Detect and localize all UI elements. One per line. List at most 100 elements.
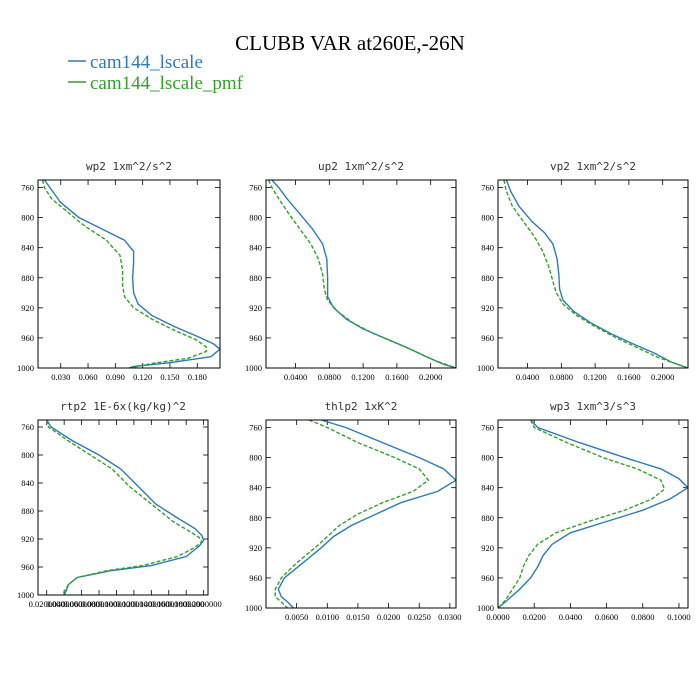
panel-title: up2 1xm^2/s^2 [318, 160, 404, 173]
panel-title: vp2 1xm^2/s^2 [550, 160, 636, 173]
x-tick-label: 0.120 [133, 372, 152, 382]
y-tick-label: 1000 [17, 590, 34, 600]
x-tick-label: 0.090 [106, 372, 125, 382]
y-tick-label: 760 [21, 422, 34, 432]
y-tick-label: 800 [249, 453, 262, 463]
series-line-lscale [277, 420, 456, 608]
x-tick-label: 0.150 [160, 372, 179, 382]
panel-3: vp2 1xm^2/s^2 760 800 840 880 920 960 1000 0.040… [477, 160, 689, 382]
legend: cam144_lscale cam144_lscale_pmf [68, 52, 244, 94]
y-tick-label: 760 [481, 423, 494, 433]
y-tick-label: 800 [481, 453, 494, 463]
series-line-lscale [498, 420, 688, 608]
x-tick-label: 0.0600 [595, 612, 618, 622]
series-line-lscale-pmf [503, 180, 688, 368]
x-tick-label: 0.180 [188, 372, 207, 382]
x-tick-label: 0.0800 [318, 372, 341, 382]
panels: wp2 1xm^2/s^2 760 800 840 880 920 960 1000 0.030… [17, 160, 691, 622]
x-tick-label: 0.0250 [408, 612, 431, 622]
y-tick-label: 760 [481, 183, 494, 193]
y-tick-label: 880 [481, 273, 494, 283]
y-tick-label: 920 [481, 543, 494, 553]
y-tick-label: 920 [249, 303, 262, 313]
y-tick-label: 880 [481, 513, 494, 523]
figure-title: CLUBB VAR at260E,-26N [235, 31, 465, 55]
y-tick-label: 840 [249, 243, 262, 253]
x-tick-label: 0.030 [51, 372, 70, 382]
y-tick-label: 800 [249, 213, 262, 223]
series-line-lscale [505, 180, 688, 368]
x-tick-label: 0.0400 [516, 372, 539, 382]
y-tick-label: 1000 [245, 363, 262, 373]
x-tick-label: 0.0400 [284, 372, 307, 382]
y-tick-label: 760 [21, 183, 34, 193]
y-tick-label: 960 [21, 562, 34, 572]
x-tick-label: 0.0800 [631, 612, 654, 622]
legend-label-lscale: cam144_lscale [90, 52, 203, 73]
x-tick-label: 0.0400000 [46, 599, 82, 609]
panel-5: thlp2 1xK^2 760 800 840 880 920 960 1000 0.0050 0… [245, 400, 462, 622]
x-tick-label: 0.0800000 [81, 599, 117, 609]
y-tick-label: 1000 [477, 603, 494, 613]
x-tick-label: 0.0600000 [64, 599, 100, 609]
legend-label-lscale-pmf: cam144_lscale_pmf [90, 73, 244, 94]
y-tick-label: 800 [21, 450, 34, 460]
plot-frame [497, 419, 689, 609]
y-tick-label: 840 [249, 483, 262, 493]
y-tick-label: 920 [21, 303, 34, 313]
x-tick-label: 0.1400000 [133, 599, 169, 609]
x-tick-label: 0.1600 [385, 372, 408, 382]
y-tick-label: 960 [249, 333, 262, 343]
y-tick-label: 880 [249, 273, 262, 283]
series-line-lscale-pmf [498, 420, 666, 608]
series-line-lscale [43, 180, 220, 368]
y-tick-label: 960 [481, 573, 494, 583]
y-tick-label: 960 [21, 333, 34, 343]
x-tick-label: 0.1000000 [98, 599, 134, 609]
x-tick-label: 0.1600000 [151, 599, 187, 609]
x-tick-label: 0.1200 [351, 372, 374, 382]
y-tick-label: 960 [481, 333, 494, 343]
x-tick-label: 0.0150 [346, 612, 369, 622]
series-line-lscale-pmf [267, 180, 456, 368]
x-tick-label: 0.0300 [438, 612, 461, 622]
y-tick-label: 800 [481, 213, 494, 223]
x-tick-label: 0.1000 [667, 612, 690, 622]
plot-frame [265, 419, 457, 609]
plot-frame [265, 179, 457, 369]
panel-title: wp3 1xm^3/s^3 [550, 400, 636, 413]
y-tick-label: 840 [481, 243, 494, 253]
x-tick-label: 0.0100 [316, 612, 339, 622]
plot-frame [497, 179, 689, 369]
y-tick-label: 920 [481, 303, 494, 313]
x-tick-label: 0.2000000 [186, 599, 222, 609]
y-tick-label: 880 [21, 506, 34, 516]
y-tick-label: 880 [21, 273, 34, 283]
x-tick-label: 0.1200 [583, 372, 606, 382]
y-tick-label: 840 [21, 243, 34, 253]
y-tick-label: 1000 [17, 363, 34, 373]
x-tick-label: 0.0800 [550, 372, 573, 382]
series-line-lscale-pmf [46, 420, 203, 595]
plot-frame [37, 419, 209, 596]
x-tick-label: 0.2000 [419, 372, 442, 382]
y-tick-label: 1000 [477, 363, 494, 373]
panel-title: wp2 1xm^2/s^2 [86, 160, 172, 173]
series-line-lscale-pmf [41, 180, 207, 368]
x-tick-label: 0.0200 [523, 612, 546, 622]
x-tick-label: 0.1800000 [168, 599, 204, 609]
x-tick-label: 0.060 [78, 372, 97, 382]
panel-title: rtp2 1E-6x(kg/kg)^2 [60, 400, 186, 413]
y-tick-label: 1000 [245, 603, 262, 613]
panel-1: wp2 1xm^2/s^2 760 800 840 880 920 960 1000 0.030… [17, 160, 221, 382]
panel-2: up2 1xm^2/s^2 760 800 840 880 920 960 1000 0.040… [245, 160, 457, 382]
y-tick-label: 760 [249, 183, 262, 193]
x-tick-label: 0.0000 [486, 612, 509, 622]
y-tick-label: 880 [249, 513, 262, 523]
series-line-lscale-pmf [274, 420, 430, 608]
y-tick-label: 800 [21, 213, 34, 223]
y-tick-label: 840 [21, 478, 34, 488]
panel-title: thlp2 1xK^2 [325, 400, 398, 413]
x-tick-label: 0.0200000 [29, 599, 65, 609]
x-tick-label: 0.1600 [617, 372, 640, 382]
